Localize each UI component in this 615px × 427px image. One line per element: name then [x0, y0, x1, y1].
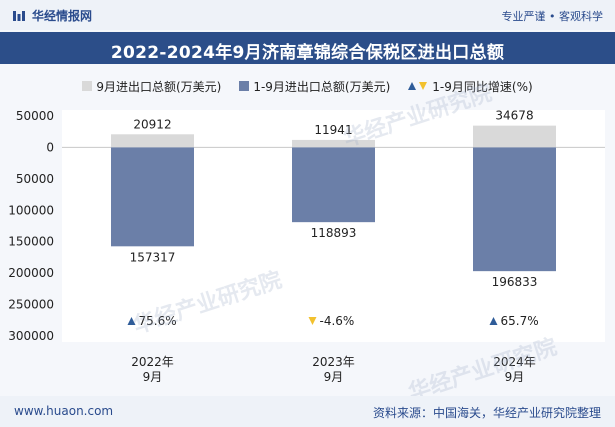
legend-swatch-cumulative	[239, 81, 249, 91]
x-tick-label: 9月	[324, 370, 344, 384]
y-tick-label: 50000	[16, 109, 54, 123]
x-tick-label: 2022年	[131, 355, 174, 369]
brand[interactable]: 华经情报网	[12, 7, 92, 24]
y-tick-label: 150000	[8, 235, 54, 249]
data-label-monthly: 20912	[133, 117, 171, 131]
legend: 9月进出口总额(万美元) 1-9月进出口总额(万美元) 1-9月同比增速(%)	[0, 77, 615, 95]
tagline: 专业严谨 • 客观科学	[502, 8, 603, 24]
data-label-cumulative: 118893	[311, 226, 357, 240]
footer: www.huaon.com 资料来源：中国海关，华经产业研究院整理	[0, 396, 615, 427]
legend-label-growth: 1-9月同比增速(%)	[432, 78, 532, 95]
y-tick-label: 50000	[16, 172, 54, 186]
brand-logo-icon	[12, 9, 26, 23]
growth-label: 65.7%	[501, 314, 539, 328]
y-tick-label: 300000	[8, 329, 54, 343]
bar-monthly	[292, 140, 375, 148]
legend-label-monthly: 9月进出口总额(万美元)	[96, 78, 221, 95]
bar-cumulative	[111, 147, 194, 246]
x-tick-label: 9月	[143, 370, 163, 384]
legend-growth-triangles-icon	[408, 81, 428, 91]
legend-label-cumulative: 1-9月进出口总额(万美元)	[253, 78, 390, 95]
bar-monthly	[473, 126, 556, 148]
bar-monthly	[111, 134, 194, 147]
legend-item-monthly: 9月进出口总额(万美元)	[82, 78, 221, 95]
y-tick-label: 100000	[8, 203, 54, 217]
footer-source: 资料来源：中国海关，华经产业研究院整理	[373, 404, 601, 421]
data-label-monthly: 11941	[314, 123, 352, 137]
brand-name: 华经情报网	[32, 7, 92, 24]
y-tick-label: 250000	[8, 298, 54, 312]
data-label-cumulative: 157317	[130, 250, 176, 264]
y-tick-label: 200000	[8, 266, 54, 280]
bar-cumulative	[473, 147, 556, 271]
page: 华经情报网 专业严谨 • 客观科学 2022-2024年9月济南章锦综合保税区进…	[0, 0, 615, 427]
legend-swatch-monthly	[82, 81, 92, 91]
legend-item-cumulative: 1-9月进出口总额(万美元)	[239, 78, 390, 95]
x-tick-label: 9月	[505, 370, 525, 384]
growth-label: -4.6%	[320, 314, 355, 328]
chart-svg: 50000 0 50000 100000 150000 200000 250000 30000…	[0, 100, 615, 396]
x-tick-label: 2023年	[312, 355, 355, 369]
bar-cumulative	[292, 147, 375, 222]
top-bar: 华经情报网 专业严谨 • 客观科学	[0, 0, 615, 30]
data-label-monthly: 34678	[495, 109, 533, 123]
x-tick-label: 2024年	[493, 355, 536, 369]
footer-website[interactable]: www.huaon.com	[14, 404, 113, 418]
legend-item-growth: 1-9月同比增速(%)	[408, 78, 532, 95]
data-label-cumulative: 196833	[492, 275, 538, 289]
chart-title: 2022-2024年9月济南章锦综合保税区进出口总额	[0, 38, 615, 63]
y-tick-label: 0	[46, 140, 54, 154]
growth-label: 75.6%	[139, 314, 177, 328]
